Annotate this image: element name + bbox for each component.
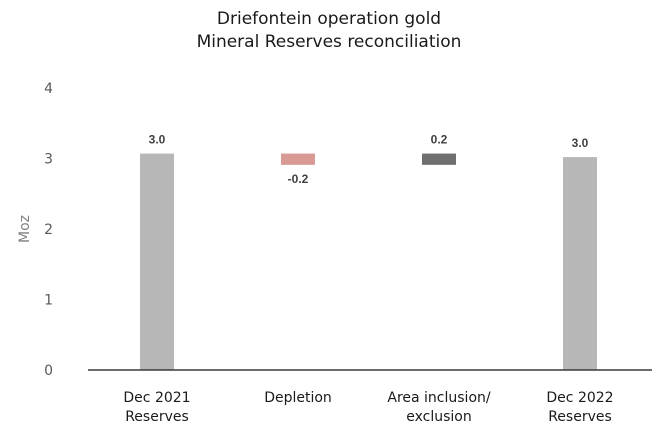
chart-title: Driefontein operation gold Mineral Reser…	[197, 9, 462, 52]
y-axis-ticks: 0 1 2 3 4	[44, 81, 53, 379]
chart-title-line-2: Mineral Reserves reconciliation	[197, 32, 462, 52]
x-category-label: Dec 2022	[546, 390, 613, 406]
bar-dec-2021-reserves	[140, 153, 174, 370]
y-tick-label: 1	[44, 293, 53, 309]
data-label: 3.0	[572, 136, 589, 150]
x-axis-categories: Dec 2021 Reserves Depletion Area inclusion/…	[123, 390, 613, 425]
y-tick-label: 2	[44, 222, 53, 238]
x-category-label: Area inclusion/	[387, 390, 491, 406]
data-labels: 3.0 -0.2 0.2 3.0	[149, 133, 589, 186]
x-category-label: Reserves	[125, 409, 189, 425]
y-tick-label: 4	[44, 81, 53, 97]
y-tick-label: 0	[44, 363, 53, 379]
x-category-label: Reserves	[548, 409, 612, 425]
bars	[140, 153, 597, 370]
data-label: 0.2	[431, 133, 448, 147]
bar-area-inclusion-exclusion	[422, 153, 456, 165]
data-label: -0.2	[288, 172, 309, 186]
y-tick-label: 3	[44, 152, 53, 168]
bar-dec-2022-reserves	[563, 157, 597, 370]
bar-depletion	[281, 153, 315, 165]
x-category-label: exclusion	[406, 409, 472, 425]
data-label: 3.0	[149, 133, 166, 147]
x-category-label: Depletion	[264, 390, 332, 406]
chart-title-line-1: Driefontein operation gold	[217, 9, 441, 29]
y-axis-label: Moz	[17, 215, 33, 243]
x-category-label: Dec 2021	[123, 390, 190, 406]
